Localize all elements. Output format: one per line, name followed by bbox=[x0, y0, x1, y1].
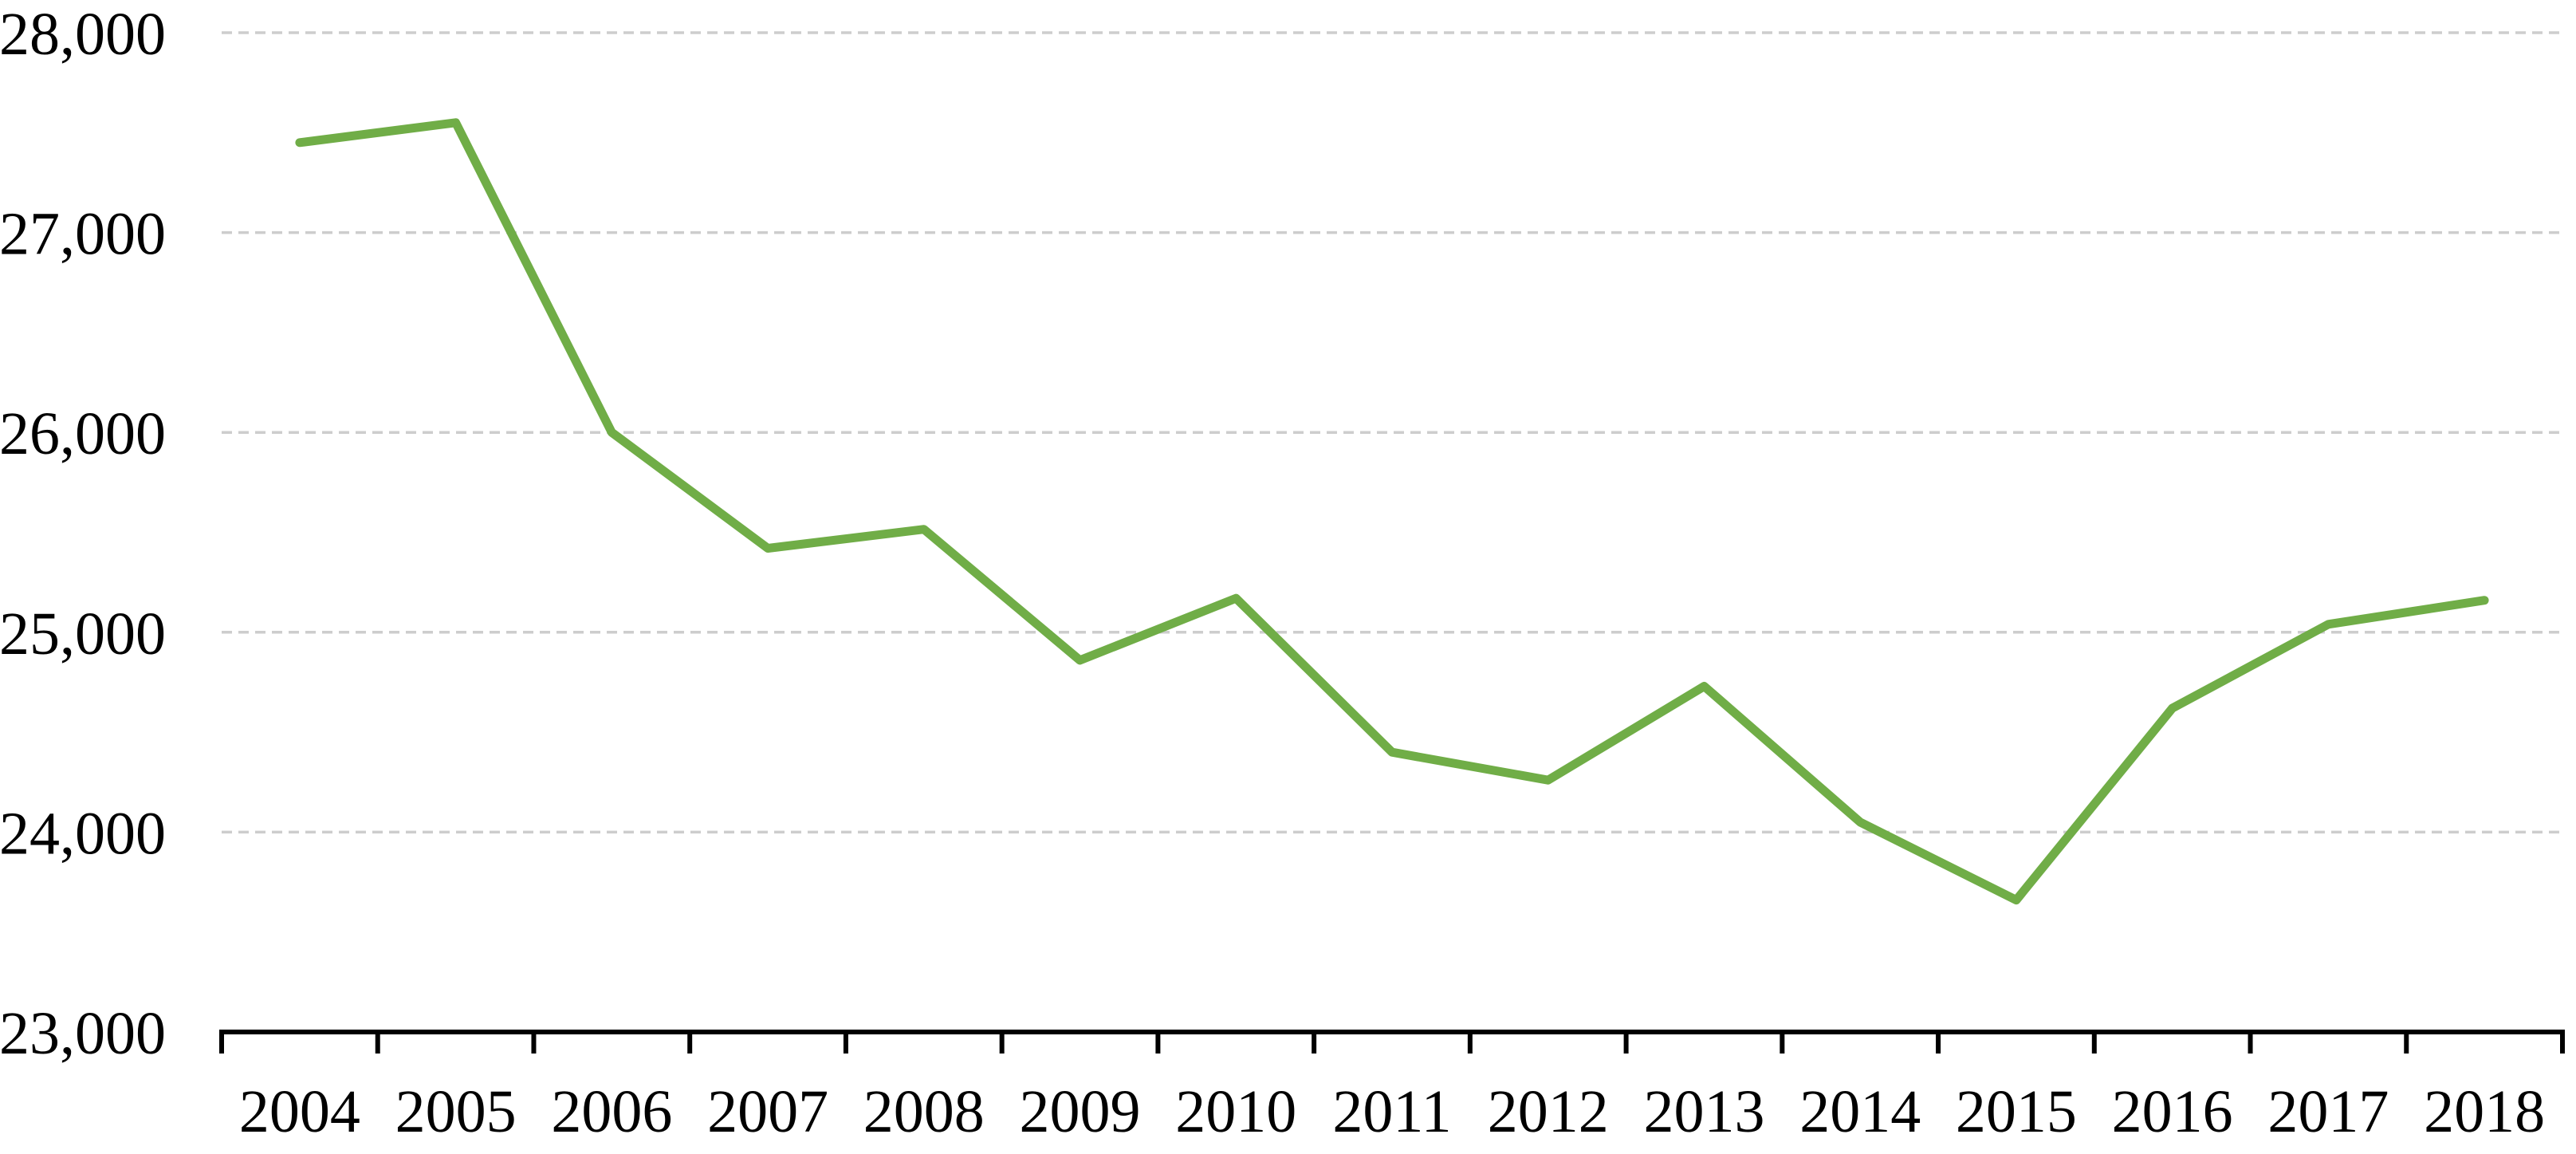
x-axis-label: 2018 bbox=[2424, 1078, 2545, 1145]
x-axis-label: 2009 bbox=[1020, 1078, 1141, 1145]
y-axis-label: 27,000 bbox=[0, 201, 166, 268]
x-axis-label: 2011 bbox=[1332, 1078, 1451, 1145]
x-axis-label: 2017 bbox=[2267, 1078, 2389, 1145]
x-axis-label: 2010 bbox=[1175, 1078, 1296, 1145]
y-axis-label: 25,000 bbox=[0, 601, 166, 668]
x-axis-label: 2016 bbox=[2112, 1078, 2233, 1145]
data-series-line bbox=[295, 118, 2489, 905]
x-axis-label: 2005 bbox=[395, 1078, 517, 1145]
y-axis-label: 28,000 bbox=[0, 1, 166, 68]
x-axis-label: 2012 bbox=[1488, 1078, 1609, 1145]
x-axis-label: 2007 bbox=[707, 1078, 828, 1145]
y-axis-label: 26,000 bbox=[0, 400, 166, 467]
y-axis-label: 24,000 bbox=[0, 800, 166, 867]
x-axis-label: 2006 bbox=[551, 1078, 672, 1145]
x-axis-label: 2008 bbox=[863, 1078, 985, 1145]
x-axis-label: 2014 bbox=[1799, 1078, 1921, 1145]
x-axis-label: 2013 bbox=[1643, 1078, 1764, 1145]
x-axis-label: 2004 bbox=[239, 1078, 360, 1145]
y-axis-label: 23,000 bbox=[0, 1000, 166, 1067]
x-axis-label: 2015 bbox=[1956, 1078, 2077, 1145]
